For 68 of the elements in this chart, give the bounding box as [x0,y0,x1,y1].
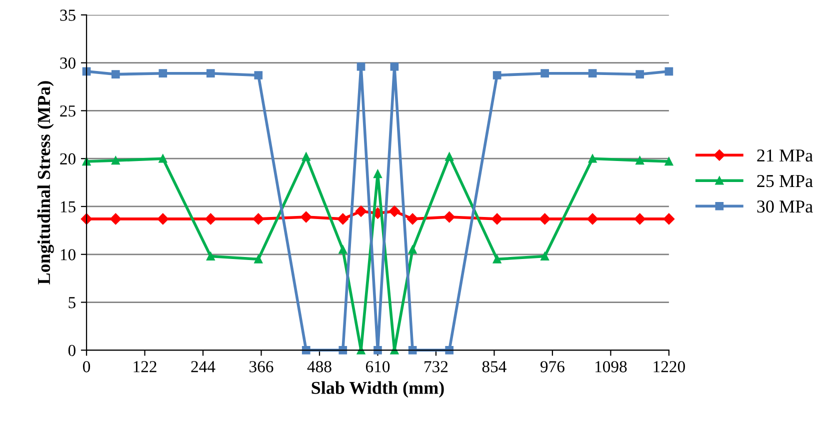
point [634,213,646,225]
y-tick-label: 35 [60,10,76,21]
y-tick-label: 0 [68,344,76,356]
point [586,213,598,225]
x-tick-label: 732 [424,361,448,372]
x-tick-label: 244 [191,361,216,372]
point [302,152,310,161]
point [338,346,348,354]
point [206,252,215,260]
point [540,252,549,260]
point [663,213,675,225]
point [254,71,263,80]
x-tick-label: 366 [250,361,274,372]
point [206,69,215,78]
legend-label: 25 MPa [757,174,813,188]
point [491,213,503,225]
point [636,70,644,78]
point [252,213,264,225]
x-tick-label: 0 [82,361,90,372]
point [374,346,382,354]
x-tick-label: 610 [366,361,390,372]
point [445,152,454,161]
y-tick-label: 10 [60,249,76,260]
legend-label: 21 MPa [757,149,813,162]
x-tick-label: 976 [540,361,564,372]
point [157,213,169,225]
x-tick-label: 488 [307,361,332,372]
point [338,245,348,254]
point [588,69,597,78]
point [444,211,455,223]
point [337,213,348,225]
x-tick-label: 122 [134,361,156,372]
point [539,213,550,225]
point [158,154,168,163]
point [664,157,674,166]
point [388,206,400,217]
y-tick-label: 5 [68,297,76,308]
point [492,255,502,264]
x-tick-label: 1098 [595,361,627,372]
point [111,70,120,78]
x-tick-label: 854 [482,361,506,372]
y-axis-title: Longitudinal Stress (MPa) [37,81,54,284]
point [664,67,674,76]
x-axis-title: Slab Width (mm) [312,381,444,398]
point [302,346,310,354]
point [300,211,312,223]
y-tick-label: 20 [60,153,76,165]
point [158,69,168,78]
point [408,245,417,254]
x-tick-label: 1220 [654,361,685,372]
point [492,71,502,80]
point [356,62,366,71]
point [254,255,263,264]
point [406,213,418,225]
point [205,213,216,225]
point [588,154,597,163]
point [355,206,367,217]
point [540,69,549,78]
point [374,170,382,178]
y-tick-label: 15 [60,201,76,212]
y-tick-label: 25 [60,105,76,117]
point [390,62,399,71]
point [445,346,454,354]
y-tick-label: 30 [60,58,76,69]
point [111,156,120,165]
legend-label: 30 MPa [757,200,813,213]
point [110,213,122,225]
point [636,156,644,165]
